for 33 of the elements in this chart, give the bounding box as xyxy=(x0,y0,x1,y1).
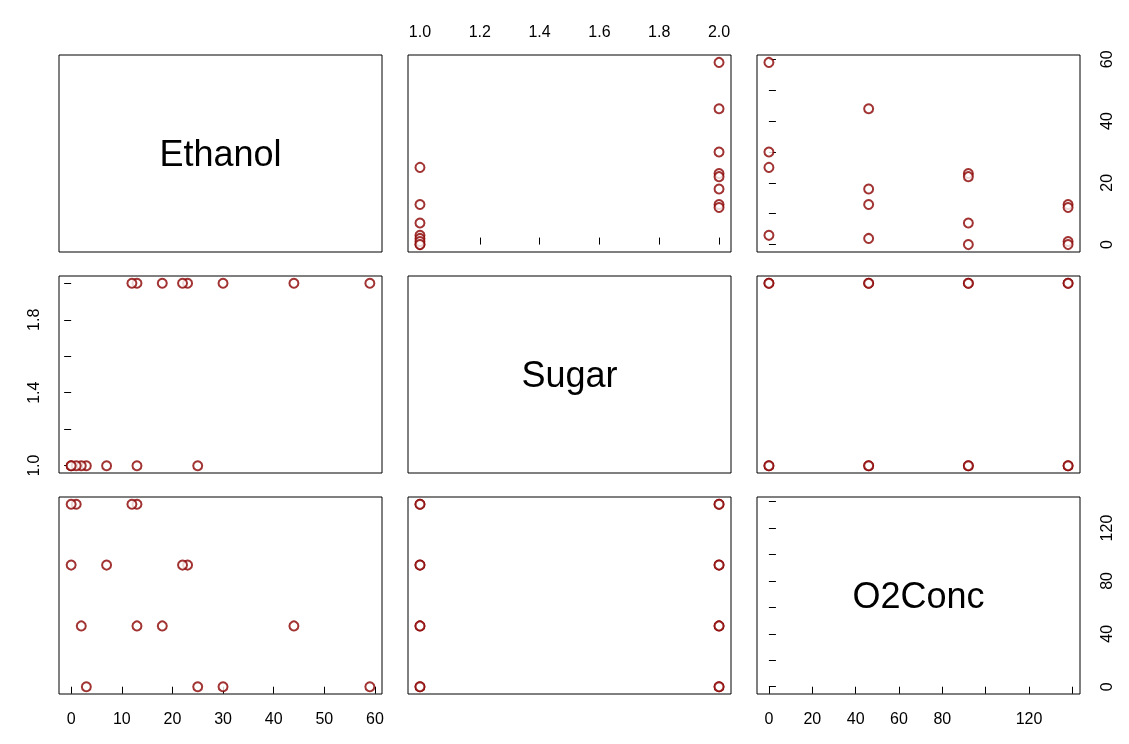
x-tick-label: 40 xyxy=(846,709,865,727)
y-tick-label: 60 xyxy=(1097,50,1115,69)
x-tick-label: 1.0 xyxy=(408,22,432,40)
x-tick-label: 0 xyxy=(66,709,76,727)
x-tick-label: 40 xyxy=(264,709,283,727)
text: O2Conc xyxy=(852,575,985,616)
y-tick-label: 40 xyxy=(1097,112,1115,130)
x-tick-label: 2.0 xyxy=(707,22,731,40)
x-tick-label: 80 xyxy=(933,709,952,727)
y-tick-label: 20 xyxy=(1097,173,1115,192)
y-tick-label: 0 xyxy=(1097,682,1115,692)
x-tick-label: 50 xyxy=(315,709,334,727)
y-tick-label: 1.8 xyxy=(24,308,42,331)
text: Sugar xyxy=(521,354,618,395)
x-tick-label: 10 xyxy=(112,709,131,727)
x-tick-label: 1.8 xyxy=(648,22,671,40)
y-tick-label: 80 xyxy=(1097,571,1115,590)
x-tick-label: 1.2 xyxy=(468,22,491,40)
x-tick-label: 0 xyxy=(764,709,774,727)
y-tick-label: 1.0 xyxy=(24,454,42,477)
x-tick-label: 1.6 xyxy=(588,22,611,40)
y-tick-label: 40 xyxy=(1097,624,1115,643)
x-tick-label: 60 xyxy=(890,709,908,727)
x-tick-label: 1.4 xyxy=(528,22,551,40)
x-tick-label: 120 xyxy=(1015,709,1043,727)
y-tick-label: 0 xyxy=(1097,240,1115,250)
x-tick-label: 20 xyxy=(803,709,822,727)
y-tick-label: 1.4 xyxy=(24,381,42,404)
x-tick-label: 20 xyxy=(163,709,182,727)
x-tick-label: 30 xyxy=(214,709,233,727)
y-tick-label: 120 xyxy=(1097,514,1115,542)
x-tick-label: 60 xyxy=(366,709,384,727)
text: Ethanol xyxy=(159,133,282,174)
